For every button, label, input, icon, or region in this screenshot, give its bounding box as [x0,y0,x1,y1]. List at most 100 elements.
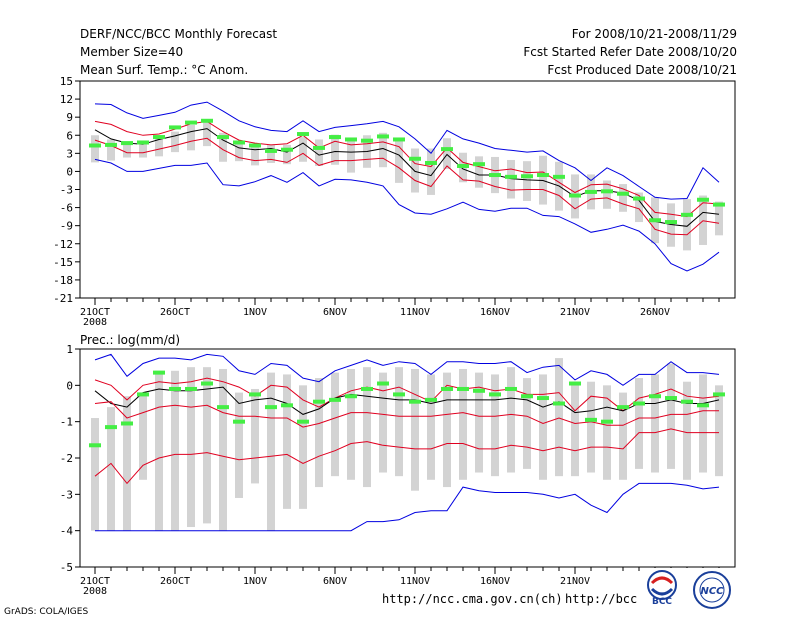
temp-spread-box [187,125,195,151]
prec-spread-box [267,372,275,531]
temp-spread-box [203,122,211,147]
ncc-logo-text: NCC [700,586,724,597]
prec-observed-marker [393,392,405,397]
temp-observed-marker [361,138,373,143]
temp-x-tick-label: 11NOV [400,307,430,318]
temp-y-tick-label: -3 [60,184,73,197]
prec-observed-marker [217,405,229,410]
grads-credit: GrADS: COLA/IGES [4,607,88,617]
prec-spread-box [283,374,291,509]
temp-observed-marker [457,163,469,168]
temp-observed-marker [153,135,165,140]
prec-spread-box [603,385,611,480]
temp-observed-marker [185,120,197,125]
prec-x-tick-label: 11NOV [400,576,430,587]
temp-spread-box [427,148,435,195]
temp-observed-marker [329,135,341,140]
temp-spread-box [475,156,483,188]
temp-observed-marker [169,125,181,130]
temp-x-tick-label: 21OCT [80,307,110,318]
temp-spread-box [235,141,243,162]
prec-spread-box [443,372,451,488]
temp-x-tick-label: 1NOV [243,307,267,318]
ncc-logo-ring-icon [699,577,725,603]
temp-observed-marker [137,140,149,145]
url-ncc: http://ncc.cma.gov.cn(ch) [382,592,563,606]
prec-spread-box [491,374,499,477]
started-date: Fcst Started Refer Date 2008/10/20 [523,45,737,59]
temp-observed-marker [377,134,389,139]
temp-observed-marker [473,162,485,167]
prec-spread-box [523,378,531,469]
prec-observed-marker [265,405,277,410]
prec-y-tick-label: -2 [60,452,73,465]
prec-observed-marker [345,394,357,399]
prec-y-tick-label: -5 [60,561,73,574]
temp-spread-box [331,134,339,165]
temp-spread-box [507,159,515,199]
temp-x-tick-label: 26OCT [160,307,190,318]
prec-spread-box [619,392,627,480]
prec-observed-marker [649,394,661,399]
prec-spread-box [395,367,403,477]
prec-year-label: 2008 [83,586,107,597]
prec-spread-box [139,392,147,480]
prec-observed-marker [313,399,325,404]
prec-observed-marker [281,403,293,408]
prec-observed-marker [185,386,197,391]
temp-spread-box [267,144,275,163]
temp-spread-box [91,135,99,163]
temp-spread-box [171,131,179,153]
prec-observed-marker [553,401,565,406]
temp-ensemble-mean-line [94,128,720,227]
ncc-logo-icon [693,571,731,609]
prec-y-tick-label: 1 [66,343,73,356]
temp-observed-marker [713,202,725,207]
temp-observed-marker [601,189,613,194]
prec-mean-sd-line [94,401,719,428]
temp-y-tick-label: -21 [53,292,73,305]
temp-y-tick-label: 6 [66,129,73,142]
temp-spread-box [411,148,419,193]
logos: BCC NCC [640,568,735,614]
prec-observed-marker [233,419,245,424]
temp-observed-marker [297,132,309,137]
prec-observed-marker [297,419,309,424]
prec-observed-marker [697,403,709,408]
temp-x-tick-label: 6NOV [323,307,347,318]
prec-spread-box [219,368,227,531]
produced-date: Fcst Produced Date 2008/10/21 [547,63,737,77]
prec-spread-box [187,367,195,528]
prec-observed-marker [713,392,725,397]
prec-spread-box [203,367,211,524]
prec-observed-marker [681,399,693,404]
temp-y-tick-label: -15 [53,256,73,269]
temp-spread-box [107,139,115,161]
prec-x-tick-label: 16NOV [480,576,510,587]
temp-spread-box [619,184,627,212]
chart-title: DERF/NCC/BCC Monthly Forecast [80,27,278,41]
prec-spread-box [475,372,483,473]
prec-observed-marker [153,370,165,375]
temp-spread-box [699,195,707,245]
temp-observed-marker [217,135,229,140]
prec-title: Prec.: log(mm/d) [80,333,180,347]
temp-observed-marker [553,174,565,179]
prec-observed-marker [457,386,469,391]
bcc-logo-wave-icon [650,587,674,596]
prec-x-tick-label: 21NOV [560,576,590,587]
temp-y-tick-label: 0 [66,165,73,178]
temp-spread-box [603,180,611,209]
prec-observed-marker [361,386,373,391]
prec-observed-marker [473,388,485,393]
prec-observed-marker [169,386,181,391]
temp-observed-marker [569,193,581,198]
prec-spread-box [235,392,243,498]
prec-observed-marker [425,397,437,402]
temp-observed-marker [665,220,677,225]
prec-observed-marker [633,401,645,406]
temp-observed-marker [681,212,693,217]
temp-spread-box [315,139,323,166]
prec-ensemble-min-line [95,482,720,532]
